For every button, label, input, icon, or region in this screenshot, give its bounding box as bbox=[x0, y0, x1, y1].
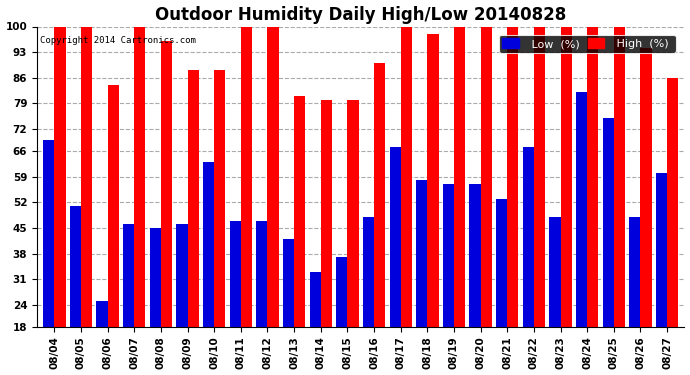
Bar bbox=[203, 162, 214, 327]
Bar bbox=[55, 27, 66, 327]
Bar bbox=[294, 96, 305, 327]
Bar bbox=[454, 27, 465, 327]
Legend:  Low  (%) ,  High  (%) : Low (%) , High (%) bbox=[499, 35, 676, 52]
Bar bbox=[416, 180, 427, 327]
Bar bbox=[177, 224, 188, 327]
Bar bbox=[602, 118, 614, 327]
Text: Copyright 2014 Cartronics.com: Copyright 2014 Cartronics.com bbox=[40, 36, 196, 45]
Bar bbox=[374, 63, 385, 327]
Bar bbox=[656, 173, 667, 327]
Bar bbox=[214, 70, 226, 327]
Bar bbox=[587, 27, 598, 327]
Bar bbox=[135, 27, 146, 327]
Bar bbox=[283, 239, 294, 327]
Bar bbox=[336, 257, 347, 327]
Bar bbox=[640, 48, 651, 327]
Bar bbox=[614, 27, 625, 327]
Bar bbox=[150, 228, 161, 327]
Bar bbox=[161, 41, 172, 327]
Bar bbox=[576, 92, 587, 327]
Title: Outdoor Humidity Daily High/Low 20140828: Outdoor Humidity Daily High/Low 20140828 bbox=[155, 6, 566, 24]
Bar bbox=[230, 220, 241, 327]
Bar bbox=[347, 100, 359, 327]
Bar bbox=[443, 184, 454, 327]
Bar bbox=[310, 272, 321, 327]
Bar bbox=[534, 27, 545, 327]
Bar bbox=[108, 85, 119, 327]
Bar bbox=[523, 147, 534, 327]
Bar bbox=[496, 199, 507, 327]
Bar bbox=[481, 27, 492, 327]
Bar bbox=[97, 301, 108, 327]
Bar bbox=[321, 100, 332, 327]
Bar bbox=[549, 217, 560, 327]
Bar bbox=[390, 147, 401, 327]
Bar bbox=[81, 27, 92, 327]
Bar bbox=[427, 34, 439, 327]
Bar bbox=[401, 27, 412, 327]
Bar bbox=[560, 27, 572, 327]
Bar bbox=[629, 217, 640, 327]
Bar bbox=[43, 140, 55, 327]
Bar bbox=[268, 27, 279, 327]
Bar bbox=[256, 220, 268, 327]
Bar bbox=[188, 70, 199, 327]
Bar bbox=[507, 27, 518, 327]
Bar bbox=[70, 206, 81, 327]
Bar bbox=[363, 217, 374, 327]
Bar bbox=[241, 27, 252, 327]
Bar bbox=[667, 78, 678, 327]
Bar bbox=[123, 224, 135, 327]
Bar bbox=[469, 184, 481, 327]
